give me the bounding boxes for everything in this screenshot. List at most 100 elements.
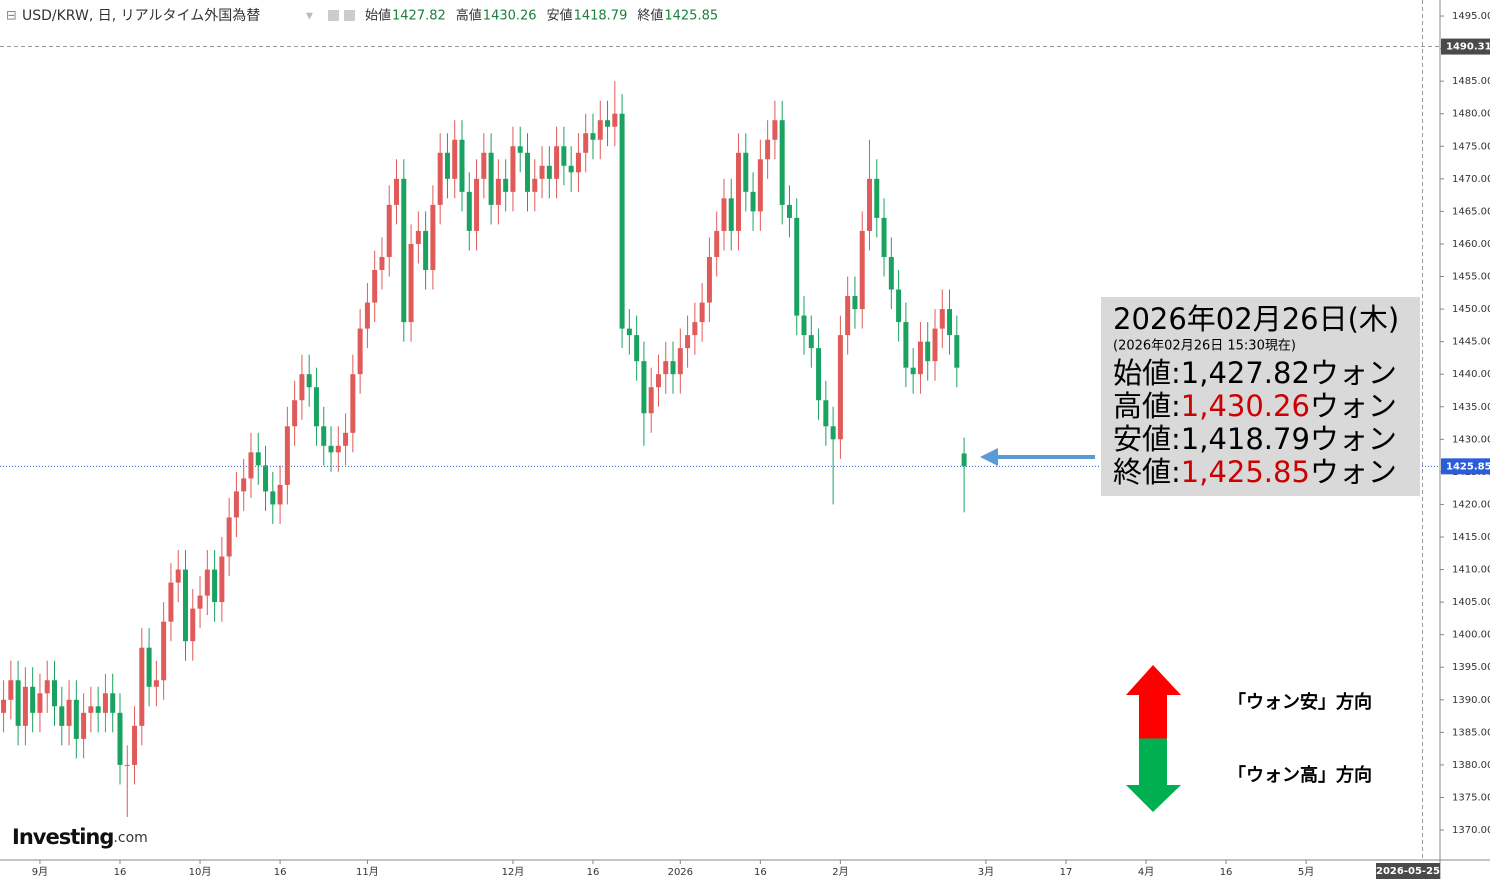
crosshair-x-box [1376,863,1440,879]
logo-suffix: .com [113,830,147,846]
candle-body [437,152,443,205]
settings-icon[interactable] [328,10,339,21]
info-row-label: 高値: [1113,389,1181,423]
crosshair-x-label: 2026-05-25 [1376,866,1440,877]
candle-body [321,426,327,446]
candle-body [786,204,792,218]
info-row-unit: ウォン [1310,356,1397,390]
candle-body [233,491,239,518]
x-tick-label: 4月 [1138,866,1154,878]
y-tick-label: 1420.00 [1452,499,1490,510]
candle-body [612,113,618,127]
candle-body [401,178,407,323]
y-tick-label: 1385.00 [1452,727,1490,738]
candle-body [350,374,356,433]
candle-body [59,706,65,726]
info-row-value: 1,427.82 [1181,356,1310,390]
crosshair-y-label: 1490.31 [1446,42,1490,53]
dropdown-icon[interactable]: ▼ [306,12,313,22]
candle-body [808,335,814,349]
y-tick-label: 1400.00 [1452,630,1490,641]
direction-arrow: 「ウォン安」方向 「ウォン高」方向 [1126,665,1372,812]
candle-body [765,139,771,160]
candle-body [852,296,858,310]
info-row: 高値:1,430.26ウォン [1113,389,1397,423]
candle-body [102,693,108,713]
info-row: 安値:1,418.79ウォン [1113,422,1397,456]
y-tick-label: 1470.00 [1452,174,1490,185]
candle-body [721,198,727,231]
candle-body [583,133,589,153]
candle-body [554,146,560,179]
candle-body [277,484,283,505]
y-tick-label: 1450.00 [1452,304,1490,315]
last-price-label: 1425.85 [1446,461,1490,472]
candle-body [925,341,931,362]
y-tick-label: 1375.00 [1452,792,1490,803]
candle-body [197,595,203,609]
candle-body [15,680,21,726]
candle-body [954,335,960,368]
candle-body [30,686,36,713]
candle-body [415,230,421,244]
ohlc-label: 始値 [365,8,391,24]
x-tick-label: 16 [274,867,287,878]
info-row-unit: ウォン [1310,422,1397,456]
candle-body [823,400,829,427]
up-down-arrow [1126,665,1181,812]
y-tick-label: 1410.00 [1452,565,1490,576]
ohlc-value: 1430.26 [483,9,537,24]
collapse-icon[interactable]: ⊟ [6,9,17,24]
candle-body [284,426,290,485]
x-tick-label: 16 [754,867,767,878]
info-row-label: 安値: [1113,422,1181,456]
candle-body [743,152,749,192]
ohlc-value: 1427.82 [392,9,446,24]
candle-body [663,361,669,375]
candle-body [175,569,181,583]
info-as-of: (2026年02月26日 15:30現在) [1113,339,1296,354]
info-date: 2026年02月26日(木) [1113,302,1399,336]
candle-body [772,120,778,140]
ohlc-label: 安値 [547,8,573,24]
candle-body [910,367,916,375]
candle-body [335,445,341,453]
candle-body [423,230,429,270]
candle-body [655,374,661,388]
candle-body [182,569,188,642]
candle-body [452,139,458,179]
candle-body [241,478,247,492]
candle-body [444,152,450,179]
candle-body [372,269,378,303]
candle-body [575,152,581,173]
candle-body [568,165,574,173]
candle-body [517,146,523,153]
candle-body [524,152,530,192]
info-row-label: 終値: [1113,455,1181,489]
candle-body [73,699,79,739]
candle-body [124,764,130,766]
y-tick-label: 1395.00 [1452,662,1490,673]
x-tick-label: 2月 [832,866,848,878]
info-row-value: 1,425.85 [1181,455,1310,489]
candle-body [816,348,822,401]
candle-body [146,647,152,687]
candle-body [626,328,632,336]
candle-body [728,198,734,231]
info-row: 終値:1,425.85ウォン [1113,455,1397,489]
x-tick-label: 12月 [502,866,525,878]
close-icon[interactable] [344,10,355,21]
y-tick-label: 1460.00 [1452,239,1490,250]
y-tick-label: 1435.00 [1452,402,1490,413]
info-row-unit: ウォン [1310,455,1397,489]
candle-body [794,217,800,316]
candle-body [685,335,691,349]
plot-area [0,0,1440,860]
header: ⊟ USD/KRW, 日, リアルタイム外国為替 ▼ 始値 1427.82 高値 14… [6,8,718,25]
candle-body [801,315,807,336]
x-tick-label: 5月 [1298,866,1314,878]
candle-body [292,400,298,427]
candle-body [37,693,43,713]
candle-body [757,159,763,212]
up-label: 「ウォン安」方向 [1228,691,1372,713]
